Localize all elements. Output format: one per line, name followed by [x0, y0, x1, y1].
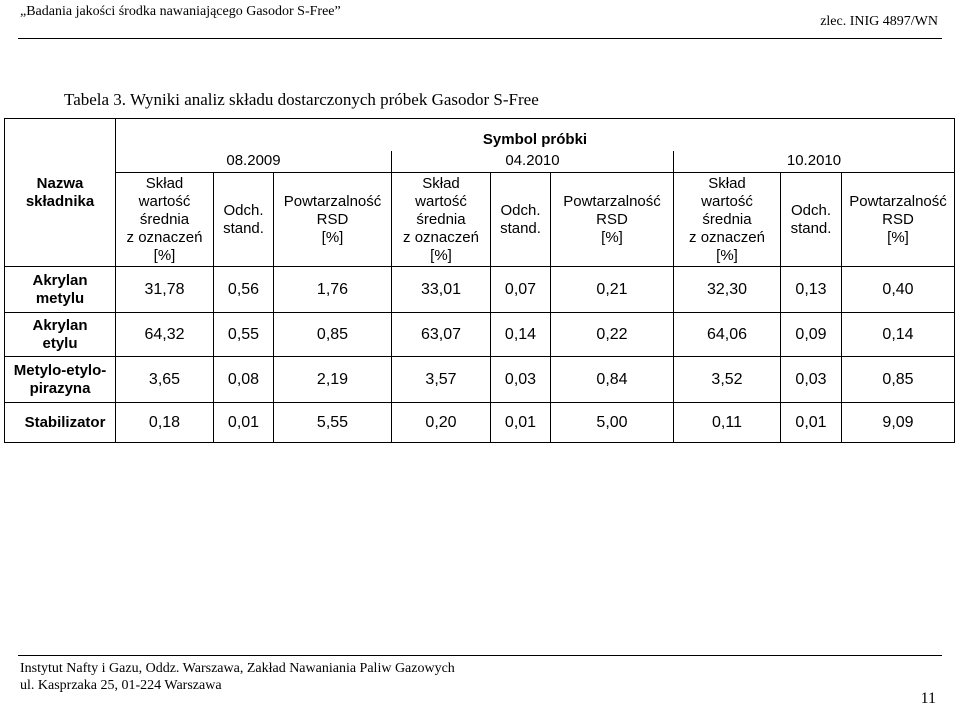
footer-divider [18, 655, 942, 656]
value-cell: 0,22 [550, 312, 674, 357]
component-name-header: Nazwa składnika [4, 118, 116, 267]
value-cell: 0,85 [273, 312, 392, 357]
value-cell: 0,01 [490, 402, 551, 443]
component-name: Akrylan metylu [4, 266, 116, 313]
value-cell: 0,08 [213, 356, 274, 403]
results-table: Nazwa składnika Symbol próbki 08.2009 04… [4, 118, 955, 443]
value-cell: 63,07 [391, 312, 491, 357]
table-caption: Tabela 3. Wyniki analiz składu dostarczo… [64, 90, 539, 109]
mean-header-04-2010: Skład wartość średnia z oznaczeń [%] [391, 172, 491, 267]
value-cell: 0,40 [841, 266, 955, 313]
value-cell: 0,20 [391, 402, 491, 443]
header-row-dates: 08.2009 04.2010 10.2010 [5, 150, 955, 173]
value-cell: 32,30 [673, 266, 781, 313]
footer-institute: Instytut Nafty i Gazu, Oddz. Warszawa, Z… [20, 661, 455, 676]
date-header-10-2010: 10.2010 [673, 150, 955, 173]
page-footer: Instytut Nafty i Gazu, Oddz. Warszawa, Z… [20, 660, 455, 694]
value-cell: 0,09 [780, 312, 842, 357]
value-cell: 0,01 [780, 402, 842, 443]
value-cell: 0,14 [841, 312, 955, 357]
value-cell: 0,03 [490, 356, 551, 403]
value-cell: 0,21 [550, 266, 674, 313]
sample-symbol-header: Symbol próbki [115, 118, 955, 151]
table-row: Metylo-etylo- pirazyna 3,65 0,08 2,19 3,… [4, 356, 955, 403]
page-number: 11 [920, 690, 936, 707]
component-name: Metylo-etylo- pirazyna [4, 356, 116, 403]
header-divider [18, 38, 942, 39]
value-cell: 3,65 [115, 356, 214, 403]
date-header-2009: 08.2009 [115, 150, 392, 173]
component-name: Stabilizator [4, 402, 116, 443]
value-cell: 0,14 [490, 312, 551, 357]
value-cell: 0,11 [673, 402, 781, 443]
std-header-2009: Odch. stand. [213, 172, 274, 267]
value-cell: 0,03 [780, 356, 842, 403]
value-cell: 33,01 [391, 266, 491, 313]
header-row-symbol: Nazwa składnika Symbol próbki [4, 118, 955, 267]
std-header-10-2010: Odch. stand. [780, 172, 842, 267]
value-cell: 0,07 [490, 266, 551, 313]
mean-header-2009: Skład wartość średnia z oznaczeń [%] [115, 172, 214, 267]
footer-address: ul. Kasprzaka 25, 01-224 Warszawa [20, 678, 222, 693]
value-cell: 5,00 [550, 402, 674, 443]
value-cell: 9,09 [841, 402, 955, 443]
component-name: Akrylan etylu [4, 312, 116, 357]
table-row: Akrylan etylu 64,32 0,55 0,85 63,07 0,14… [4, 312, 955, 357]
table-row: Akrylan metylu 31,78 0,56 1,76 33,01 0,0… [4, 266, 955, 313]
value-cell: 31,78 [115, 266, 214, 313]
value-cell: 64,06 [673, 312, 781, 357]
value-cell: 3,52 [673, 356, 781, 403]
table-row: Stabilizator 0,18 0,01 5,55 0,20 0,01 5,… [4, 402, 955, 443]
std-header-04-2010: Odch. stand. [490, 172, 551, 267]
rsd-header-04-2010: Powtarzalność RSD [%] [550, 172, 674, 267]
value-cell: 5,55 [273, 402, 392, 443]
value-cell: 3,57 [391, 356, 491, 403]
value-cell: 64,32 [115, 312, 214, 357]
value-cell: 1,76 [273, 266, 392, 313]
date-header-04-2010: 04.2010 [391, 150, 674, 173]
value-cell: 0,55 [213, 312, 274, 357]
value-cell: 0,84 [550, 356, 674, 403]
value-cell: 0,85 [841, 356, 955, 403]
header-row-subcolumns: Skład wartość średnia z oznaczeń [%] Odc… [5, 172, 955, 267]
value-cell: 0,56 [213, 266, 274, 313]
value-cell: 0,01 [213, 402, 274, 443]
value-cell: 0,13 [780, 266, 842, 313]
value-cell: 2,19 [273, 356, 392, 403]
value-cell: 0,18 [115, 402, 214, 443]
mean-header-10-2010: Skład wartość średnia z oznaczeń [%] [673, 172, 781, 267]
rsd-header-10-2010: Powtarzalność RSD [%] [841, 172, 955, 267]
rsd-header-2009: Powtarzalność RSD [%] [273, 172, 392, 267]
running-header-title: „Badania jakości środka nawaniającego Ga… [20, 4, 341, 19]
running-header-order-number: zlec. INIG 4897/WN [820, 14, 938, 29]
